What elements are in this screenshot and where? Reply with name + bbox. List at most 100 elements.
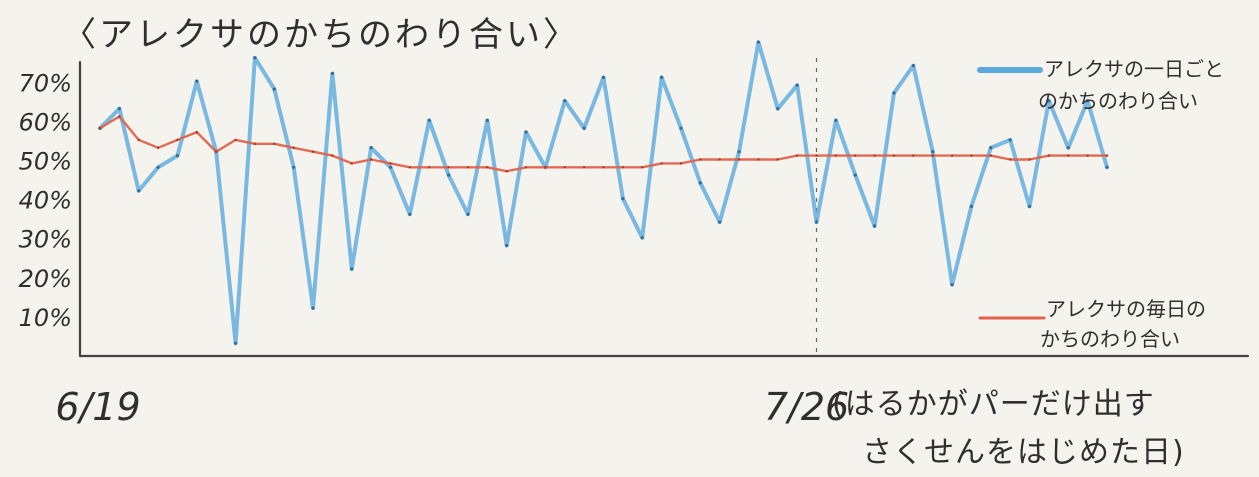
data-point [273, 142, 276, 146]
data-point [330, 71, 334, 76]
data-point [737, 158, 741, 161]
data-point [1008, 158, 1012, 161]
data-point [137, 138, 140, 142]
data-point [1027, 204, 1032, 209]
data-point [428, 166, 431, 169]
data-point [950, 154, 954, 157]
data-point [892, 154, 896, 157]
data-point [718, 220, 722, 224]
data-point [234, 138, 237, 142]
data-point [699, 158, 702, 161]
chart-title: 〈アレクサのかちのわり合い〉 [62, 15, 580, 55]
data-point [1086, 99, 1090, 103]
y-tick-label: 50% [19, 147, 72, 175]
data-point [814, 220, 819, 224]
y-tick-label: 40% [19, 187, 72, 215]
data-point [989, 146, 993, 150]
data-point [854, 154, 857, 157]
data-point [292, 146, 295, 149]
data-point [931, 150, 935, 154]
data-point [195, 79, 199, 83]
data-point [195, 130, 199, 134]
y-tick-label: 70% [19, 69, 72, 97]
data-point [369, 146, 373, 150]
data-point [427, 118, 431, 122]
data-point [485, 118, 489, 122]
data-point [311, 306, 315, 310]
data-point [1008, 138, 1012, 142]
data-point [369, 158, 373, 161]
data-point [272, 87, 276, 91]
data-point [601, 75, 606, 79]
data-point [331, 154, 334, 157]
data-point [466, 212, 470, 216]
data-point [911, 64, 915, 68]
data-point [621, 196, 625, 201]
data-point [98, 127, 102, 130]
data-point [892, 91, 896, 95]
data-point [989, 154, 993, 157]
y-tick-label: 20% [19, 265, 72, 293]
data-point [1105, 154, 1109, 157]
data-point [466, 166, 470, 169]
y-tick-label: 30% [19, 226, 72, 254]
data-point [524, 166, 528, 169]
data-point [563, 166, 566, 169]
data-point [582, 126, 586, 130]
series-1 [98, 40, 1109, 346]
data-point [118, 115, 121, 118]
data-point [156, 165, 160, 169]
data-point [873, 154, 876, 157]
data-point [834, 154, 838, 157]
data-point [311, 150, 315, 153]
data-point [253, 142, 257, 146]
data-point [737, 150, 741, 154]
data-point [563, 99, 567, 103]
series-line [98, 40, 1109, 346]
x-tick-label: 7/26 [764, 385, 849, 429]
data-point [176, 138, 179, 142]
data-point [969, 204, 974, 209]
data-point [408, 212, 412, 216]
data-point [950, 283, 954, 287]
data-point [834, 118, 838, 122]
data-point [1047, 154, 1051, 157]
data-point [350, 267, 354, 271]
data-point [795, 154, 799, 157]
data-point [795, 83, 799, 87]
data-point [137, 189, 141, 193]
data-point [292, 165, 296, 169]
data-point [505, 243, 509, 248]
series-group [98, 40, 1109, 346]
data-point [388, 165, 393, 169]
data-point [117, 107, 121, 111]
data-point [776, 107, 780, 111]
axes [78, 60, 1250, 358]
data-point [175, 153, 180, 158]
y-tick-label: 60% [19, 108, 72, 136]
data-point [447, 166, 450, 169]
data-point [718, 158, 721, 161]
series-2 [98, 115, 1109, 173]
data-point [389, 162, 392, 165]
data-point [582, 166, 586, 169]
y-tick-label: 10% [19, 304, 72, 332]
data-point [156, 146, 160, 149]
data-point [621, 166, 625, 169]
data-point [544, 166, 547, 169]
data-point [408, 166, 412, 169]
legend-label: のかちのわり合い [1038, 89, 1198, 113]
data-point [350, 162, 353, 165]
annotation-line: さくせんをはじめた日) [862, 435, 1185, 470]
data-point [756, 40, 761, 44]
data-point [679, 162, 683, 165]
data-point [815, 154, 818, 157]
data-point [698, 181, 702, 185]
legend-label: アレクサの毎日の [1046, 297, 1206, 321]
data-point [640, 236, 644, 240]
data-point [486, 166, 489, 169]
data-point [233, 341, 238, 345]
